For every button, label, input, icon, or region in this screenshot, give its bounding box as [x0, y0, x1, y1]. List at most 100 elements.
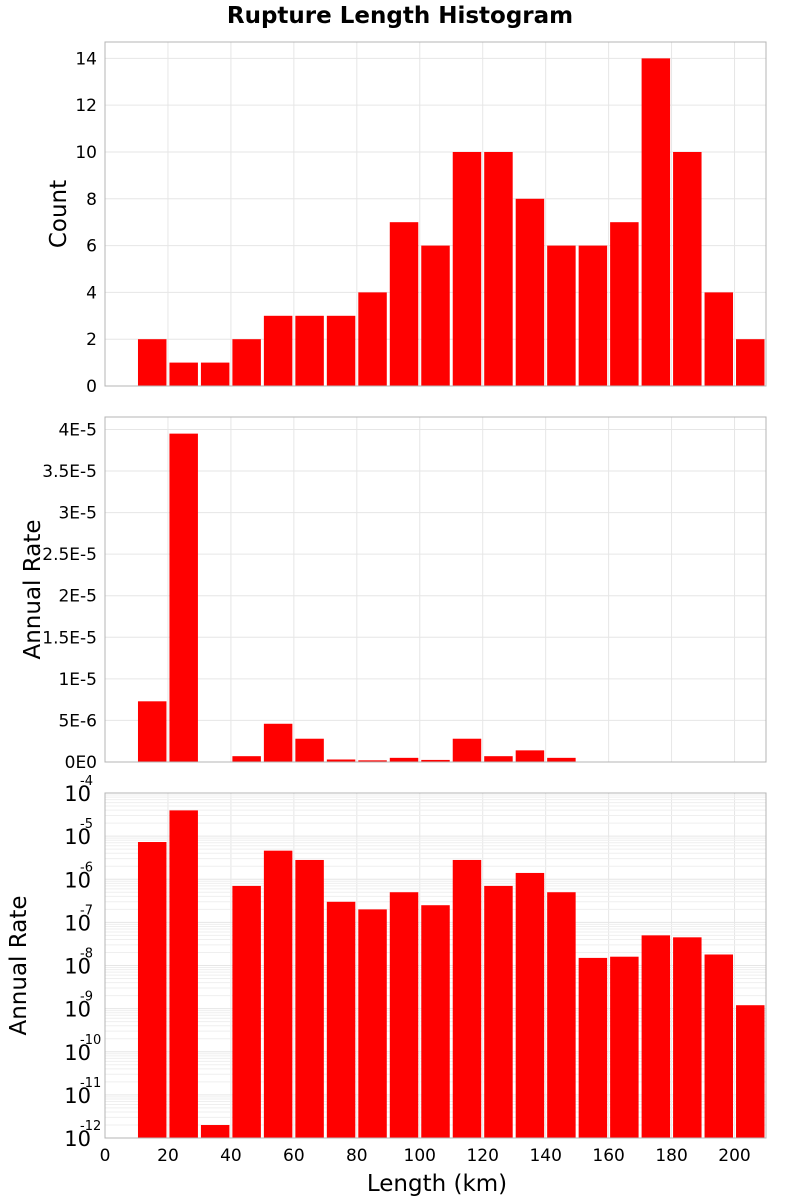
y-tick-exponent: -9 [80, 990, 93, 1005]
histogram-bar [200, 362, 230, 386]
histogram-bar [641, 935, 671, 1138]
y-tick-label: 6 [86, 237, 97, 257]
histogram-bar [704, 954, 734, 1138]
histogram-bar [263, 315, 293, 386]
x-tick-label: 40 [220, 1146, 242, 1166]
y-tick-label: 10 [64, 825, 91, 849]
x-tick-label: 200 [718, 1146, 750, 1166]
histogram-bar [232, 339, 261, 386]
histogram-bar [673, 151, 702, 386]
y-tick-label: 2.5E-5 [42, 545, 97, 565]
y-tick-exponent: -12 [80, 1119, 101, 1134]
x-tick-label: 100 [404, 1146, 436, 1166]
y-tick-label: 10 [64, 1084, 91, 1108]
histogram-bar [484, 885, 513, 1138]
histogram-bar [515, 198, 545, 386]
histogram-bar [137, 842, 167, 1138]
histogram-bar [547, 757, 576, 762]
histogram-bar [515, 750, 545, 762]
x-tick-label: 120 [466, 1146, 498, 1166]
histogram-bar [484, 756, 513, 762]
y-tick-label: 14 [75, 49, 97, 69]
y-tick-label: 10 [64, 782, 91, 806]
y-tick-label: 2 [86, 330, 97, 350]
y-tick-label: 3.5E-5 [42, 462, 97, 482]
histogram-bar [421, 245, 450, 386]
y-tick-label: 2E-5 [58, 587, 97, 607]
histogram-bar [452, 738, 482, 762]
histogram-bar [389, 757, 419, 762]
y-tick-exponent: -11 [80, 1076, 101, 1091]
y-axis-label: Count [46, 180, 72, 248]
y-tick-label: 1E-5 [58, 670, 97, 690]
y-tick-exponent: -7 [80, 903, 93, 918]
plot-frame [104, 41, 767, 387]
histogram-bar [358, 909, 387, 1138]
x-tick-label: 180 [655, 1146, 687, 1166]
y-tick-label: 4E-5 [58, 420, 97, 440]
plot-frame [104, 792, 767, 1139]
histogram-bar [389, 222, 419, 386]
y-tick-exponent: -5 [80, 817, 93, 832]
count-panel: 0 2 4 6 8 10 12 14 Count [46, 41, 767, 397]
histogram-bar [326, 315, 356, 386]
y-tick-label: 10 [64, 955, 91, 979]
histogram-bar [389, 892, 419, 1138]
x-axis-label: Length (km) [367, 1171, 507, 1197]
y-tick-label: 5E-6 [58, 711, 97, 731]
histogram-bar [578, 245, 608, 386]
y-axis-label: Annual Rate [6, 896, 32, 1036]
y-tick-exponent: -4 [80, 774, 93, 789]
histogram-bar [358, 760, 387, 762]
histogram-bar [295, 738, 324, 762]
chart-title: Rupture Length Histogram [227, 3, 573, 29]
y-tick-label: 10 [64, 998, 91, 1022]
y-tick-exponent: -10 [80, 1033, 101, 1048]
y-tick-label: 0E0 [65, 753, 97, 773]
histogram-bar [484, 151, 513, 386]
histogram-bar [169, 810, 198, 1138]
y-tick-exponent: -6 [80, 860, 93, 875]
histogram-bar [232, 756, 261, 762]
histogram-bar [326, 759, 356, 762]
y-tick-label: 12 [75, 96, 97, 116]
x-tick-label: 140 [529, 1146, 561, 1166]
histogram-bar [169, 362, 198, 386]
histogram-bar [263, 723, 293, 762]
y-tick-exponent: -8 [80, 947, 93, 962]
y-tick-label: 10 [64, 868, 91, 892]
annual-rate-log-panel: 10-1210-1110-1010-910-810-710-610-510-4A… [6, 774, 767, 1151]
histogram-bar [547, 892, 576, 1138]
x-tick-label: 160 [592, 1146, 624, 1166]
histogram-bar [137, 701, 167, 762]
y-tick-label: 0 [86, 377, 97, 397]
histogram-bar [641, 58, 671, 386]
y-axis-label: Annual Rate [20, 520, 46, 660]
histogram-bar [736, 1005, 765, 1138]
histogram-bar [421, 759, 450, 762]
histogram-bar [232, 885, 261, 1138]
histogram-bar [452, 859, 482, 1138]
y-tick-label: 8 [86, 190, 97, 210]
histogram-bar [421, 905, 450, 1138]
histogram-bar [200, 1125, 230, 1138]
histogram-bar [263, 850, 293, 1138]
y-tick-label: 1.5E-5 [42, 628, 97, 648]
y-tick-label: 4 [86, 283, 97, 303]
y-tick-label: 10 [64, 1127, 91, 1151]
histogram-bar [610, 222, 639, 386]
histogram-bar [515, 872, 545, 1138]
histogram-bar [704, 292, 734, 386]
histogram-bar [295, 315, 324, 386]
histogram-bar [736, 339, 765, 386]
annual-rate-linear-panel: 0E0 5E-6 1E-5 1.5E-5 2E-5 2.5E-5 3E-5 3.5E-5 4E-… [20, 416, 767, 773]
x-axis: 0 20 40 60 80 100 120 140 160 180 200 [100, 1146, 751, 1166]
histogram-bar [295, 859, 324, 1138]
y-tick-label: 3E-5 [58, 504, 97, 524]
histogram-bar [169, 433, 198, 762]
histogram-bar [452, 151, 482, 386]
histogram-bar [578, 957, 608, 1138]
y-tick-label: 10 [64, 911, 91, 935]
y-tick-label: 10 [75, 143, 97, 163]
